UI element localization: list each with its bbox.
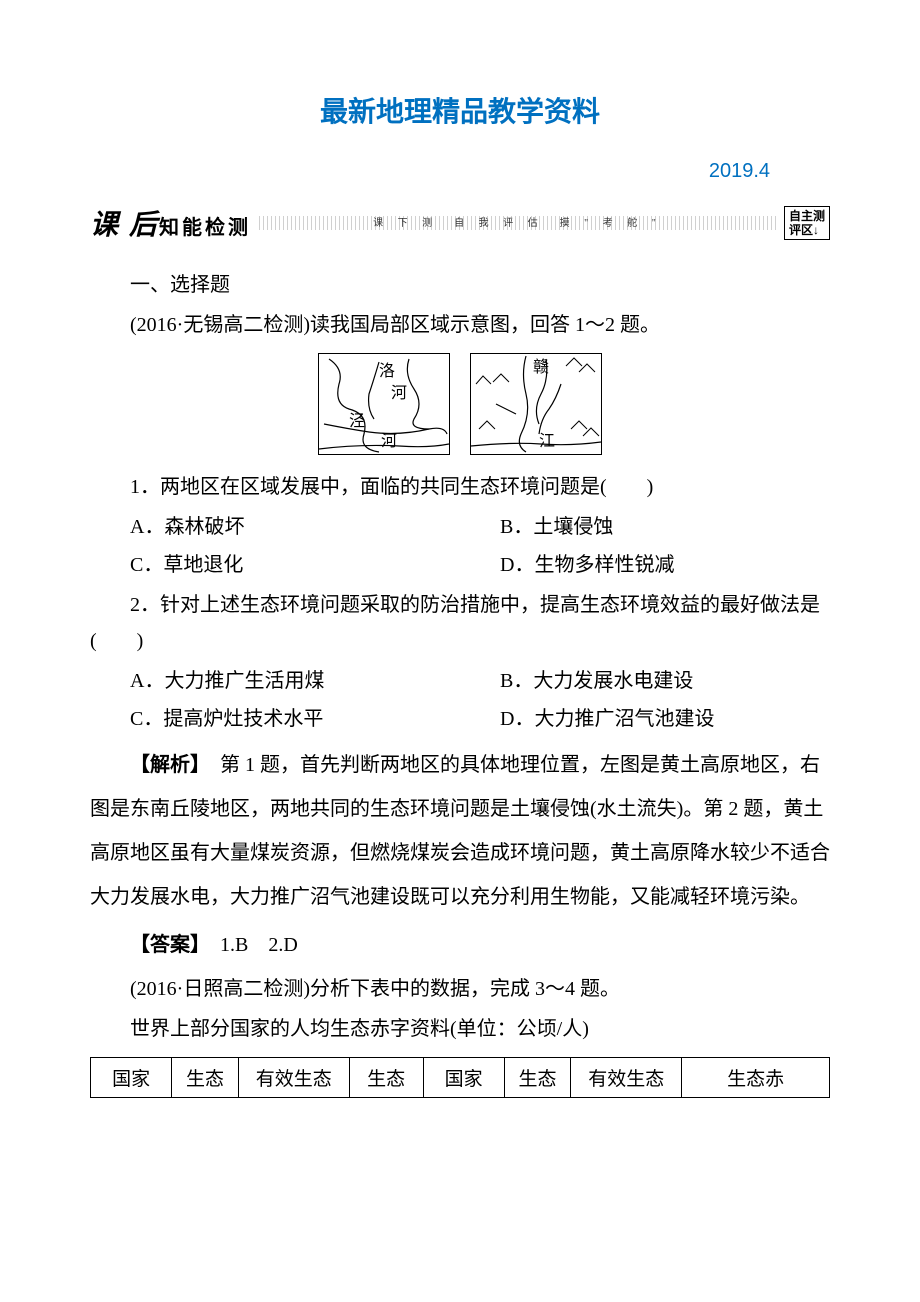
q1-stem: 1．两地区在区域发展中，面临的共同生态环境问题是( ) xyxy=(90,469,830,505)
banner-right-box: 自主测 评区↓ xyxy=(784,206,830,240)
table-header-cell: 国家 xyxy=(91,1058,172,1098)
q1-options-row2: C．草地退化 D．生物多样性锐减 xyxy=(90,547,830,583)
analysis-text: 第 1 题，首先判断两地区的具体地理位置，左图是黄土高原地区，右图是东南丘陵地区… xyxy=(90,754,830,908)
q1-option-d: D．生物多样性锐减 xyxy=(460,547,830,583)
banner-left: 课 后 知能检测 xyxy=(90,203,251,243)
data-table: 国家 生态 有效生态 生态 国家 生态 有效生态 生态赤 xyxy=(90,1057,830,1098)
q2-option-d: D．大力推广沼气池建设 xyxy=(460,701,830,737)
table-header-cell: 生态 xyxy=(349,1058,423,1098)
banner-right-line1: 自主测 xyxy=(789,209,825,223)
date-label: 2019.4 xyxy=(90,160,830,183)
q2-option-c: C．提高炉灶技术水平 xyxy=(90,701,460,737)
section-banner: 课 后 知能检测 课 下 测 自 我 评 估 摸 " 考 舵 " 自主测 评区↓ xyxy=(90,203,830,243)
q1-option-a: A．森林破坏 xyxy=(90,509,460,545)
banner-right-line2: 评区↓ xyxy=(789,223,825,237)
banner-mid-text: 课 下 测 自 我 评 估 摸 " 考 舵 " xyxy=(259,216,776,230)
analysis-label: 【解析】 xyxy=(130,754,200,776)
fig-left-label-3: 泾 xyxy=(349,412,365,430)
table-header-cell: 国家 xyxy=(423,1058,504,1098)
q1-option-c: C．草地退化 xyxy=(90,547,460,583)
banner-big-text: 课 后 xyxy=(90,203,159,243)
q2-option-a: A．大力推广生活用煤 xyxy=(90,663,460,699)
fig-left-label-4: 河 xyxy=(381,432,397,450)
answer-text: 1.B 2.D xyxy=(200,934,298,956)
table-header-cell: 有效生态 xyxy=(571,1058,682,1098)
fig-right-label-1: 赣 xyxy=(533,358,549,376)
fig-left-label-1: 洛 xyxy=(379,362,395,380)
page-title: 最新地理精品教学资料 xyxy=(90,90,830,130)
banner-small-text: 知能检测 xyxy=(159,211,251,240)
q2-stem: 2．针对上述生态环境问题采取的防治措施中，提高生态环境效益的最好做法是( ) xyxy=(90,587,830,659)
table-row: 国家 生态 有效生态 生态 国家 生态 有效生态 生态赤 xyxy=(91,1058,830,1098)
figure-left: 洛 河 泾 河 xyxy=(318,353,450,455)
figure-right: 赣 江 xyxy=(470,353,602,455)
table-header-cell: 生态赤 xyxy=(682,1058,830,1098)
answer-label: 【答案】 xyxy=(130,934,200,956)
q2-options-row2: C．提高炉灶技术水平 D．大力推广沼气池建设 xyxy=(90,701,830,737)
intro-2: (2016·日照高二检测)分析下表中的数据，完成 3～4 题。 xyxy=(90,971,830,1007)
q1-options-row1: A．森林破坏 B．土壤侵蚀 xyxy=(90,509,830,545)
table-header-cell: 生态 xyxy=(172,1058,239,1098)
fig-left-label-2: 河 xyxy=(391,384,407,402)
figure-row: 洛 河 泾 河 赣 江 xyxy=(90,353,830,455)
table-caption: 世界上部分国家的人均生态赤字资料(单位：公顷/人) xyxy=(90,1011,830,1047)
q2-option-b: B．大力发展水电建设 xyxy=(460,663,830,699)
answer-block: 【答案】 1.B 2.D xyxy=(90,925,830,965)
analysis-block: 【解析】 第 1 题，首先判断两地区的具体地理位置，左图是黄土高原地区，右图是东… xyxy=(90,743,830,919)
table-header-cell: 生态 xyxy=(504,1058,571,1098)
intro-1: (2016·无锡高二检测)读我国局部区域示意图，回答 1～2 题。 xyxy=(90,307,830,343)
fig-right-label-2: 江 xyxy=(539,432,555,450)
section-heading: 一、选择题 xyxy=(90,268,830,297)
q2-options-row1: A．大力推广生活用煤 B．大力发展水电建设 xyxy=(90,663,830,699)
q1-option-b: B．土壤侵蚀 xyxy=(460,509,830,545)
table-header-cell: 有效生态 xyxy=(238,1058,349,1098)
